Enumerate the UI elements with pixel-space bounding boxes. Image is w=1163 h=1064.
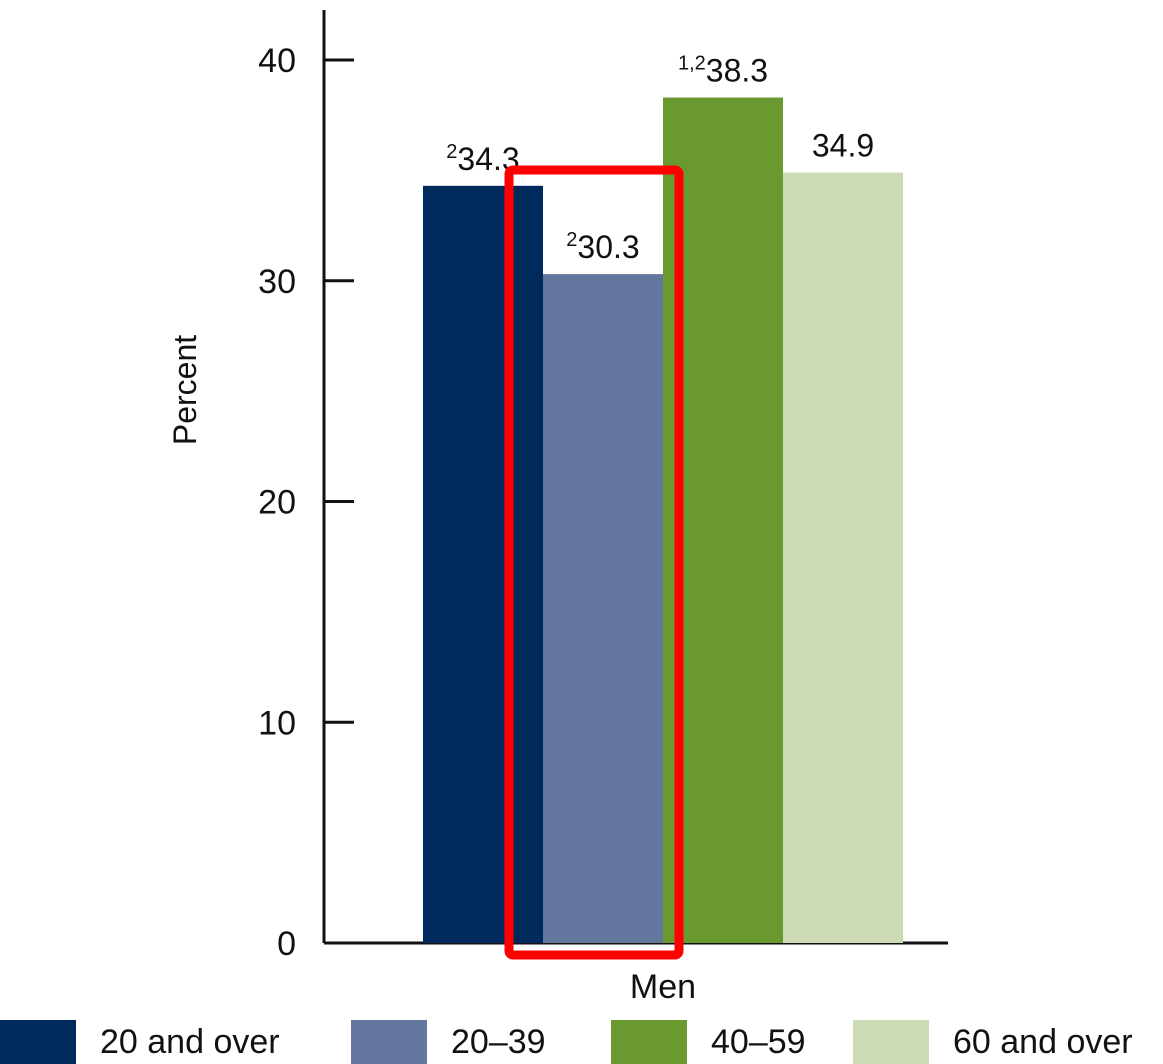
legend-swatch [351,1020,427,1064]
legend-swatch [0,1020,76,1064]
data-label-footnote: 2 [566,229,577,251]
y-tick-label: 30 [258,263,296,301]
legend-swatch [853,1020,929,1064]
legend-label: 20–39 [451,1022,546,1061]
legend-label: 60 and over [953,1022,1133,1061]
legend-item-20-and-over: 20 and over [0,1020,280,1064]
data-label-value: 30.3 [577,229,639,265]
bars [423,97,903,944]
legend-item-40-59: 40–59 [611,1020,806,1064]
data-label: 230.3 [566,229,639,265]
legend-item-60-and-over: 60 and over [853,1020,1133,1064]
bar [783,172,903,943]
y-tick-label: 40 [258,42,296,80]
legend-item-20-39: 20–39 [351,1020,546,1064]
legend-swatch [611,1020,687,1064]
y-tick-label: 0 [277,925,296,963]
category-label-men: Men [630,968,696,1006]
data-label: 1,238.3 [678,53,768,89]
bar [543,274,663,943]
data-label: 34.9 [812,128,874,164]
y-tick-label: 20 [258,484,296,522]
bar [423,185,543,943]
highlight-box [504,165,684,960]
y-tick-label: 10 [258,704,296,742]
legend-label: 40–59 [711,1022,806,1061]
y-axis-label: Percent [167,335,203,445]
data-label-value: 38.3 [706,53,768,89]
legend-label: 20 and over [100,1022,280,1061]
data-label-footnote: 1,2 [678,53,706,75]
legend: 20 and over 20–39 40–59 60 and over [0,1010,1163,1064]
data-label-footnote: 2 [446,141,457,163]
